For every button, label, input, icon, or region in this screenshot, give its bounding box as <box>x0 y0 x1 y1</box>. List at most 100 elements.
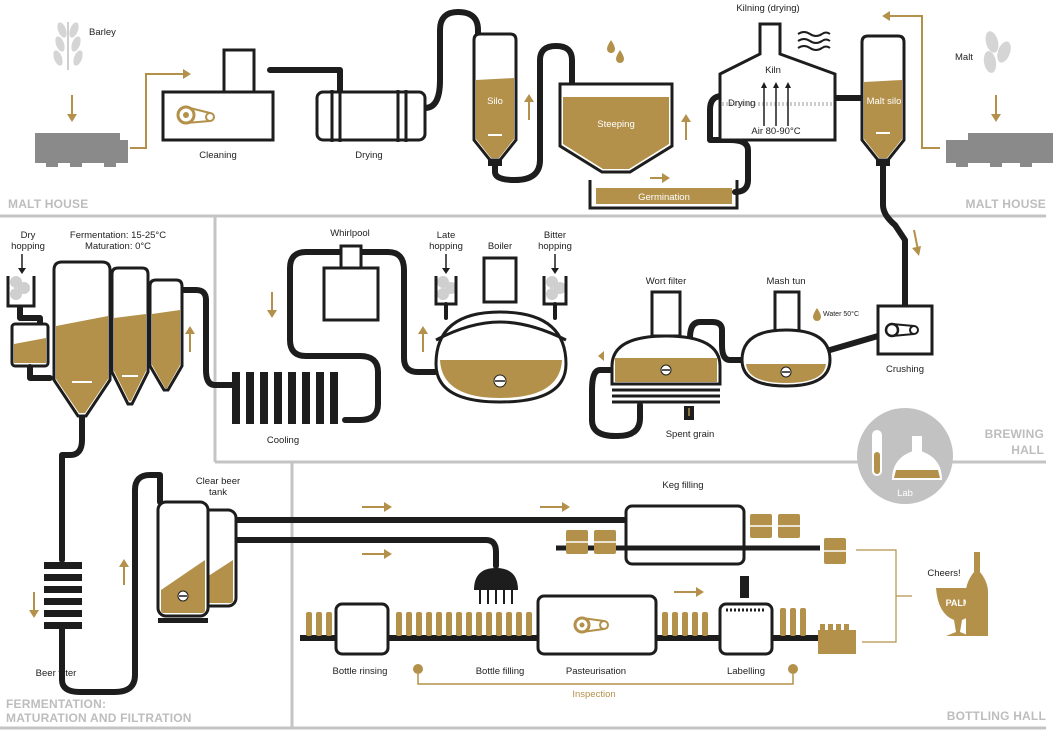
arrow-down-icon <box>267 292 277 318</box>
lab-label: Lab <box>897 488 913 499</box>
barley-label: Barley <box>89 27 116 38</box>
arrow-up-icon <box>524 94 534 120</box>
beer-filter-label: Beer filter <box>36 668 77 679</box>
arrow-right-icon <box>650 173 670 183</box>
kilning-label: Kilning (drying) <box>736 3 799 14</box>
arrow-right-icon <box>362 502 392 512</box>
bitter-hopping-label-line1: Bitter <box>544 230 566 241</box>
dry-hopping-label-line2: hopping <box>11 241 45 252</box>
barley-flow-line <box>130 73 185 149</box>
dry-hop-out-pipe <box>27 364 53 381</box>
cheers-bracket <box>856 549 912 643</box>
silo-label: Silo <box>487 96 503 107</box>
fermentation-tank-1 <box>52 260 112 418</box>
keg-filling-label: Keg filling <box>662 480 703 491</box>
drying-label: Drying <box>355 150 382 161</box>
fermentation-temp-label: Fermentation: 15-25°C <box>70 230 166 241</box>
arrow-up-icon <box>185 326 195 352</box>
germination-label: Germination <box>638 192 690 203</box>
steeping-tank <box>558 82 674 174</box>
section-fermentation-line2: MATURATION AND FILTRATION <box>6 711 192 725</box>
hops-icon <box>546 254 566 300</box>
keg-icons <box>566 514 846 564</box>
barley-icon <box>53 22 83 70</box>
bottle-filling-label: Bottle filling <box>476 666 525 677</box>
cheers-label: Cheers! <box>927 568 960 579</box>
malt-label: Malt <box>955 52 973 63</box>
late-hopping-label-line2: hopping <box>429 241 463 252</box>
labelling-label: Labelling <box>727 666 765 677</box>
wort-filter-label: Wort filter <box>646 276 686 287</box>
boiler-label: Boiler <box>488 241 512 252</box>
pasteurisation-machine <box>536 594 658 656</box>
malt-silo-label: Malt silo <box>867 96 902 107</box>
cleaning-label: Cleaning <box>199 150 237 161</box>
air-temperature-label: Air 80-90°C <box>751 126 800 137</box>
cooling-coil <box>232 372 338 424</box>
bottle-rinsing-machine <box>334 602 390 656</box>
section-malt-house-left: MALT HOUSE <box>8 197 88 211</box>
mash-tun-label: Mash tun <box>766 276 805 287</box>
wort-filter-vessel <box>610 290 722 420</box>
kiln-label: Kiln <box>765 65 781 76</box>
water-temperature-label: Water 50°C <box>823 310 859 318</box>
dry-hop-tank <box>10 322 50 368</box>
bottle-icons <box>306 608 806 636</box>
beer-filter-coil <box>44 562 82 629</box>
arrow-down-icon <box>912 229 921 256</box>
arrow-right-icon <box>674 587 704 597</box>
mash-tun-vessel <box>740 290 832 388</box>
bottle-filling-nozzle <box>474 568 518 604</box>
section-brewing-hall-line2: HALL <box>1011 443 1044 457</box>
steeping-label: Steeping <box>597 119 635 130</box>
steam-icon <box>797 31 831 51</box>
cooling-label: Cooling <box>267 435 299 446</box>
boiler-vessel <box>434 256 568 404</box>
arrow-left-icon <box>882 11 890 21</box>
maturation-temp-label: Maturation: 0°C <box>85 241 151 252</box>
arrow-right-icon <box>540 502 570 512</box>
arrow-down-icon <box>67 95 77 122</box>
whirlpool-label: Whirlpool <box>330 228 370 239</box>
crushing-label: Crushing <box>886 364 924 375</box>
pipes <box>17 9 908 695</box>
section-malt-house-right: MALT HOUSE <box>966 197 1046 211</box>
fermentation-tank-2 <box>110 266 150 406</box>
kiln-drying-label: Drying <box>728 98 755 109</box>
clear-beer-tank-label-line2: tank <box>209 487 227 498</box>
arrow-down-icon <box>29 592 39 618</box>
brand-label: PALM <box>946 598 971 608</box>
bitter-hopping-label-line2: hopping <box>538 241 572 252</box>
arrow-down-icon <box>991 95 1001 122</box>
inspection-label: Inspection <box>572 689 615 700</box>
arrow-up-icon <box>418 326 428 352</box>
beer-bottle-icon <box>966 552 988 636</box>
clear-beer-tank-label-line1: Clear beer <box>196 476 240 487</box>
bottle-crate-icon <box>818 624 856 654</box>
dry-hopping-label-line1: Dry <box>21 230 36 241</box>
arrow-up-icon <box>119 559 129 585</box>
hops-icon <box>10 254 30 300</box>
arrow-left-icon <box>598 351 604 361</box>
arrow-up-icon <box>681 114 691 140</box>
kiln-building <box>718 22 837 142</box>
section-brewing-hall-line1: BREWING <box>985 427 1044 441</box>
dry-hop-hopper <box>6 276 36 308</box>
germination-bed <box>588 180 739 210</box>
clear-beer-tank <box>156 500 238 623</box>
malt-flow-line <box>888 15 940 149</box>
section-bottling-hall: BOTTLING HALL <box>947 709 1046 723</box>
hops-icon <box>437 254 457 300</box>
fermentation-tank-3 <box>148 278 184 392</box>
water-drop-icon <box>607 40 624 63</box>
section-fermentation-line1: FERMENTATION: <box>6 697 106 711</box>
silo-tank <box>472 32 518 166</box>
drying-drum <box>315 90 427 142</box>
bottle-rinsing-label: Bottle rinsing <box>333 666 388 677</box>
spent-grain-label: Spent grain <box>666 429 715 440</box>
arrow-right-icon <box>183 69 191 79</box>
malt-silo-tank <box>860 34 906 166</box>
late-hopping-label-line1: Late <box>437 230 456 241</box>
arrow-right-icon <box>362 549 392 559</box>
